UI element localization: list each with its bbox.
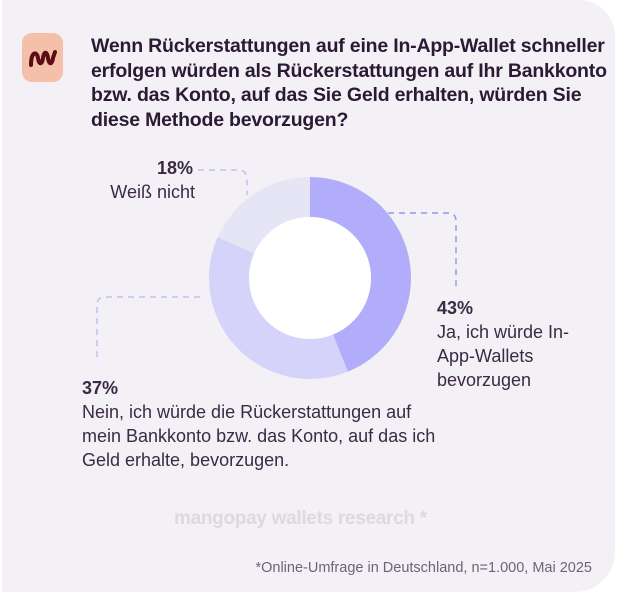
category-label: Weiß nicht bbox=[110, 182, 195, 202]
category-label: Nein, ich würde die Rückerstattungen auf… bbox=[82, 402, 436, 470]
slice-label-no: 37% Nein, ich würde die Rückerstattungen… bbox=[82, 376, 442, 472]
logo-m-icon bbox=[28, 49, 57, 67]
slice-label-yes: 43% Ja, ich würde In-App-Wallets bevorzu… bbox=[437, 296, 587, 392]
value-label: 18% bbox=[157, 158, 194, 178]
value-label: 43% bbox=[437, 298, 474, 318]
value-label: 37% bbox=[82, 378, 119, 398]
slice-label-unknown: 18% Weiß nicht bbox=[110, 156, 195, 204]
leader-line-unknown bbox=[198, 169, 248, 195]
category-label: Ja, ich würde In-App-Wallets bevorzugen bbox=[437, 322, 570, 390]
donut-slice-2 bbox=[217, 177, 310, 254]
donut-slice-0 bbox=[310, 177, 411, 372]
donut-hole bbox=[249, 217, 371, 339]
footnote: *Online-Umfrage in Deutschland, n=1.000,… bbox=[255, 560, 592, 576]
watermark: mangopay wallets research * bbox=[174, 508, 427, 529]
mangopay-logo bbox=[22, 33, 63, 82]
donut-slice-1 bbox=[209, 237, 348, 379]
chart-title: Wenn Rückerstattungen auf eine In-App-Wa… bbox=[91, 35, 607, 131]
leader-line-no bbox=[96, 296, 200, 362]
leader-line-yes bbox=[388, 212, 457, 290]
